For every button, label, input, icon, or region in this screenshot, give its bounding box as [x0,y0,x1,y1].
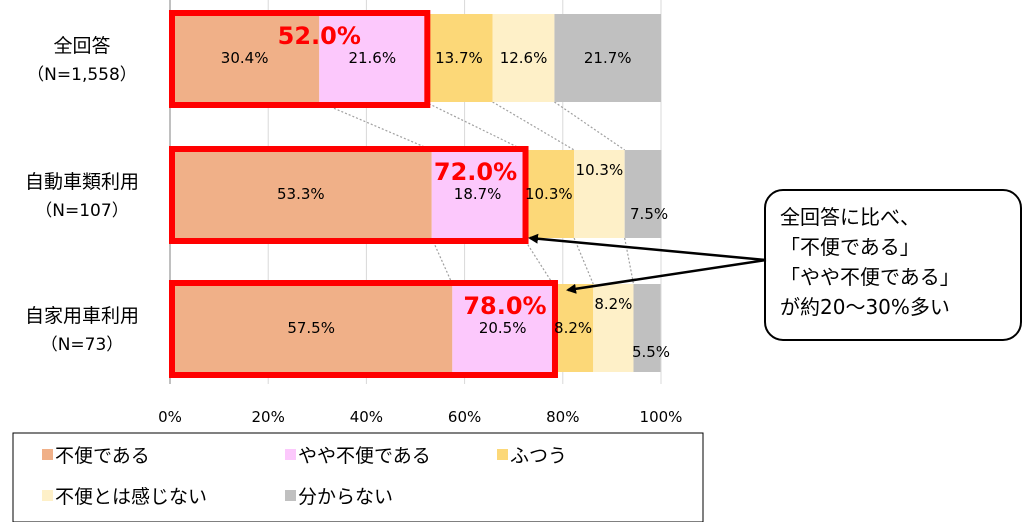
bar-segment [593,284,634,372]
legend-label: 分からない [298,486,393,508]
category-sublabel: （N=107） [35,201,128,221]
bar-segment [523,150,575,238]
bar-segment [552,284,594,372]
callout-line: が約20～30%多い [780,295,950,319]
highlight-box [169,280,558,378]
data-label: 10.3% [525,185,573,203]
bar-segment [319,14,426,102]
data-label: 53.3% [277,185,325,203]
data-label: 13.7% [435,49,483,67]
category-labels: 全回答 （N=1,558） 自動車類利用 （N=107） 自家用車利用 （N=73） [25,35,139,355]
legend-swatch [285,449,296,460]
bar-segment [425,14,493,102]
callout-line: 「やや不便である」 [780,265,960,289]
callout-line: 「不便である」 [780,235,920,259]
x-tick-label: 20% [252,408,285,426]
category-sublabel: （N=73） [41,335,124,355]
bar-segment [452,284,553,372]
category-sublabel: （N=1,558） [27,65,137,85]
data-label: 8.2% [594,295,632,313]
legend-label: 不便とは感じない [55,486,207,508]
legend-box [12,432,704,522]
x-tick-label: 80% [546,408,579,426]
highlight-boxes [169,10,558,378]
bar-segment [624,150,662,238]
data-label: 57.5% [287,319,335,337]
legend-swatch [285,490,296,501]
x-tick-label: 100% [640,408,683,426]
callout-arrow [528,233,767,262]
connector-line [431,237,453,285]
total-label: 78.0% [463,292,546,320]
bar-segment [431,150,524,238]
data-label: 21.7% [584,49,632,67]
x-tick-label: 60% [448,408,481,426]
total-label: 52.0% [278,22,361,50]
x-tick-label: 0% [158,408,182,426]
bar-segment [492,14,555,102]
data-label: 5.5% [632,343,670,361]
total-label: 72.0% [434,158,517,186]
callout-arrow [566,258,767,294]
legend-swatch [42,490,53,501]
bar-segment [170,284,453,372]
callout-line: 全回答に比べ、 [780,205,920,229]
data-label: 18.7% [454,185,502,203]
highlight-box [169,10,431,108]
category-label: 自家用車利用 [25,305,139,327]
connector-line [425,101,524,151]
data-label: 20.5% [479,319,527,337]
connector-line [554,101,626,151]
bar-segment [554,14,661,102]
category-label: 自動車類利用 [25,171,139,193]
data-label: 21.6% [348,49,396,67]
value-labels: 30.4% 21.6% 13.7% 12.6% 21.7% 52.0% 53.3% 18.7%… [221,22,670,361]
highlight-box [169,146,529,244]
legend-swatch [497,449,508,460]
connector-line [319,101,432,151]
connector-line [492,101,575,151]
data-label: 12.6% [500,49,548,67]
category-label: 全回答 [53,35,110,57]
data-label: 7.5% [630,205,668,223]
bar-segment [574,150,625,238]
connector-line [573,237,594,285]
legend-label: ふつう [510,445,567,467]
legend-label: 不便である [55,445,150,467]
callout: 全回答に比べ、「不便である」「やや不便である」が約20～30%多い [528,189,1022,341]
x-tick-labels: 0% 20% 40% 60% 80% 100% [158,408,682,426]
connector-line [624,237,635,285]
bar-segment [633,284,661,372]
callout-box [764,189,1022,341]
bar-segment [170,150,432,238]
legend-label: やや不便である [298,445,431,467]
data-label: 10.3% [576,161,624,179]
bars [170,14,662,372]
connector-line [523,237,554,285]
legend-swatch [42,449,53,460]
bar-segment [170,14,320,102]
data-label: 30.4% [221,49,269,67]
connector-lines [319,101,635,285]
x-tick-label: 40% [350,408,383,426]
data-label: 8.2% [554,319,592,337]
